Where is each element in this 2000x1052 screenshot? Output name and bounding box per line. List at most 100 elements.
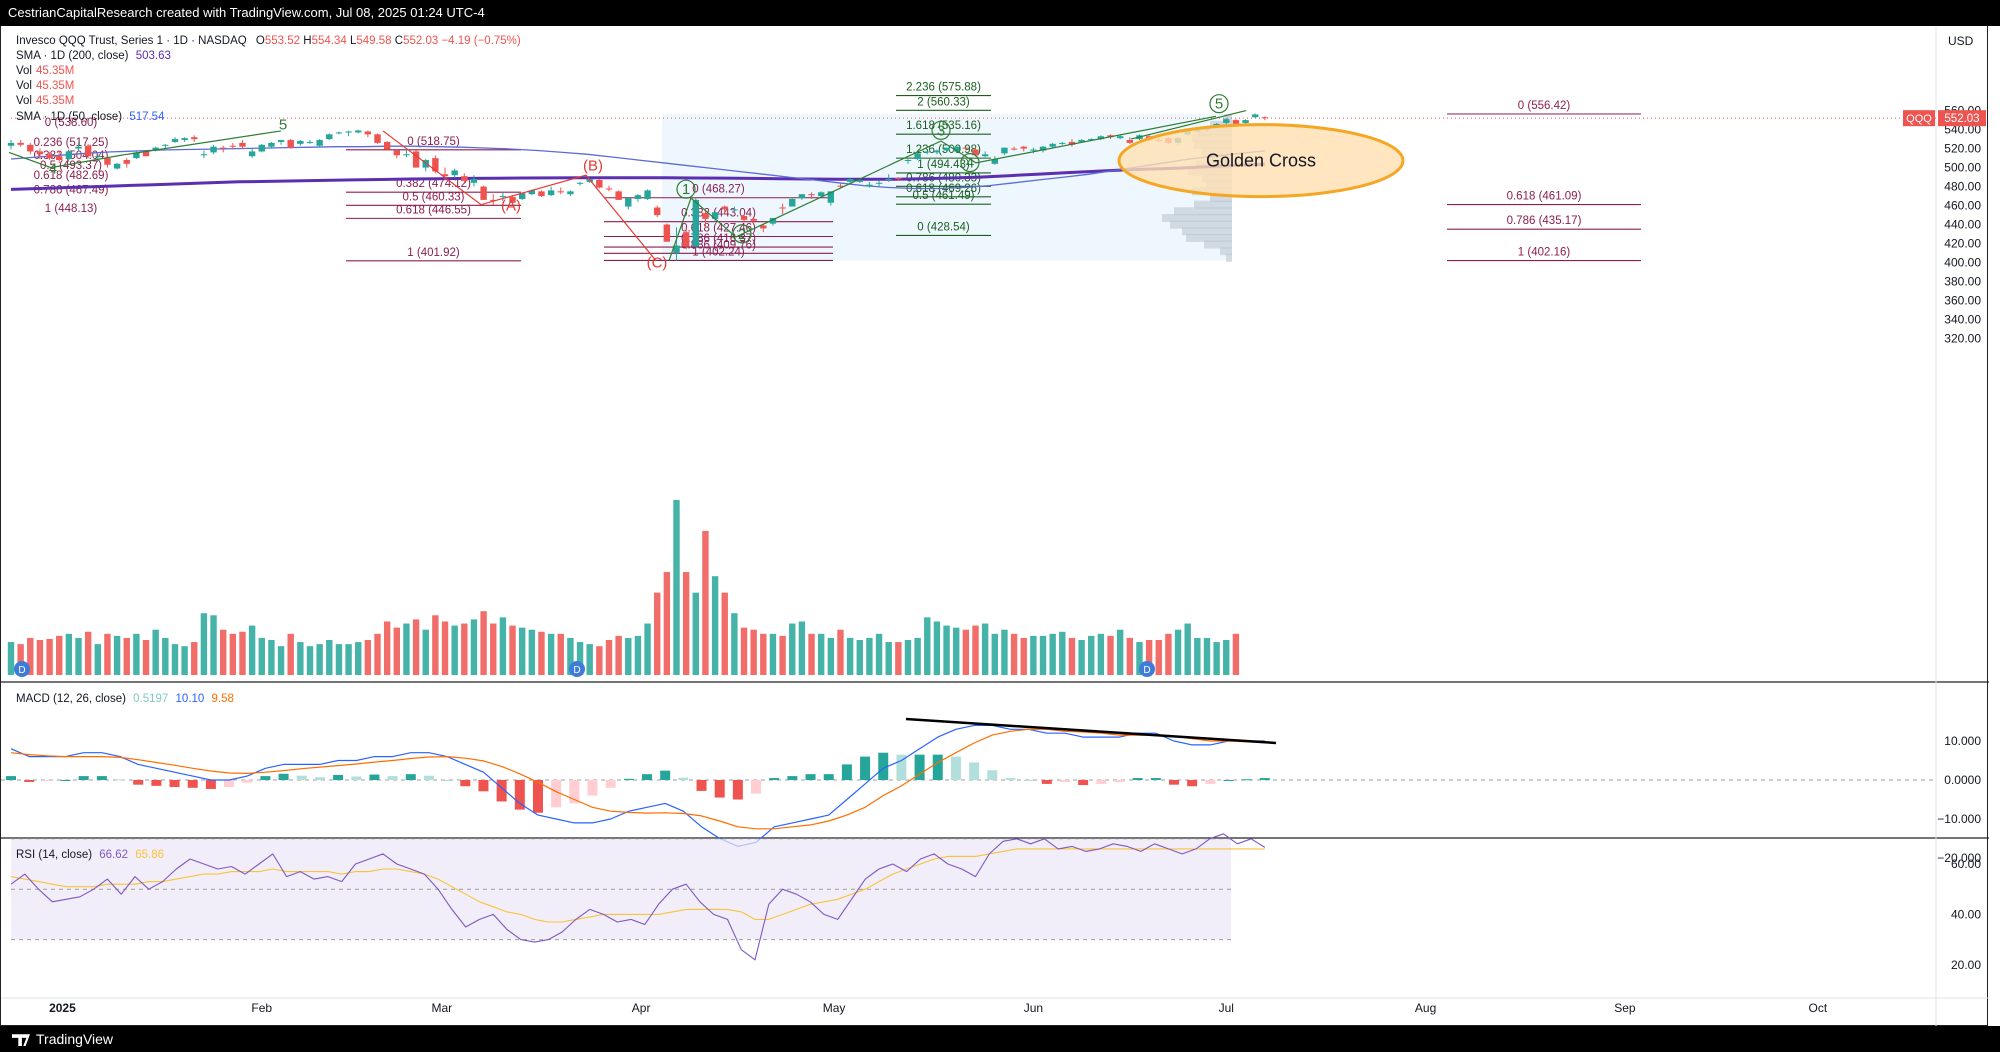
- volume-bar: [1145, 640, 1153, 675]
- sma50-legend[interactable]: SMA · 1D (50, close) 517.54: [16, 111, 164, 123]
- rsi-value: 66.62: [99, 849, 129, 861]
- chart-canvas[interactable]: 0 (538.60)0.236 (517.25)0.382 (504.04)0.…: [1, 26, 1989, 1026]
- symbol-legend[interactable]: Invesco QQQ Trust, Series 1 · 1D · NASDA…: [16, 35, 521, 47]
- time-tick-label: Jun: [1024, 1001, 1043, 1015]
- rsi-tick-label: 20.00: [1951, 958, 1981, 972]
- volume-bar: [326, 640, 333, 675]
- golden-cross-ellipse: [1117, 123, 1405, 199]
- volume-bar: [1010, 633, 1018, 675]
- macd-histogram-bar: [732, 780, 743, 800]
- candle-body: [943, 147, 950, 151]
- volume-bar: [152, 629, 159, 675]
- volume-bar: [567, 637, 574, 675]
- candle-body: [615, 191, 622, 200]
- candle-body: [711, 212, 719, 219]
- candle-body: [769, 217, 777, 224]
- wave-label: 4: [966, 155, 974, 172]
- macd-histogram-bar: [205, 780, 216, 789]
- macd-histogram-bar: [369, 774, 380, 780]
- volume-bar: [625, 637, 632, 675]
- macd-histogram-bar: [678, 777, 689, 780]
- volume-bar: [904, 640, 912, 675]
- time-tick-label: Apr: [632, 1001, 651, 1015]
- macd-histogram-bar: [1041, 780, 1052, 784]
- volume-bar: [962, 629, 970, 675]
- rsi-pane[interactable]: 20.00 40.00 60.00: [10, 833, 1981, 972]
- volume-bar: [297, 642, 304, 675]
- candle-body: [104, 158, 111, 165]
- macd-histogram-bar: [860, 756, 871, 780]
- dividend-marker-icon: [569, 661, 585, 677]
- vol-legend-3[interactable]: Vol 45.35M: [16, 95, 74, 107]
- volume-bar: [1088, 635, 1095, 675]
- ohlc-close-key: C: [394, 35, 404, 47]
- candle-body: [1078, 140, 1085, 142]
- rsi-legend[interactable]: RSI (14, close) 66.62 65.86: [16, 849, 164, 861]
- sma50-line: [10, 145, 1265, 190]
- volume-bar: [374, 633, 381, 675]
- candle-body: [779, 207, 786, 209]
- candle-body: [605, 188, 613, 190]
- macd-label: MACD (12, 26, close): [16, 693, 126, 705]
- macd-histogram-bar: [351, 776, 362, 780]
- chart-credit-bar: CestrianCapitalResearch created with Tra…: [0, 0, 2000, 26]
- macd-histogram-bar: [1023, 780, 1034, 781]
- macd-histogram-bar: [514, 780, 525, 810]
- macd-histogram-bar: [950, 756, 961, 780]
- candle-body: [885, 178, 892, 180]
- macd-histogram-bar: [260, 776, 271, 780]
- candle-body: [875, 182, 883, 184]
- candle-body: [933, 150, 941, 153]
- vol-label: Vol: [16, 80, 32, 92]
- wave-label: (B): [583, 157, 603, 174]
- volume-bar: [682, 572, 690, 675]
- wave-label: 3: [937, 122, 945, 139]
- volume-bar: [162, 637, 169, 675]
- macd-pane[interactable]: −20.000 −10.000 0.0000 10.000: [1, 717, 1981, 865]
- sma200-legend[interactable]: SMA · 1D (200, close) 503.63: [16, 50, 171, 62]
- time-tick-label: 2025: [49, 1001, 76, 1015]
- ohlc-close: 552.03: [403, 35, 439, 47]
- price-tick-label: 480.00: [1944, 180, 1981, 194]
- volume-bar: [644, 623, 651, 675]
- candle-body: [210, 146, 217, 153]
- volume-bar: [750, 629, 757, 675]
- macd-hist-value: 0.5197: [133, 693, 169, 705]
- volume-bar: [441, 621, 449, 675]
- macd-histogram-bar: [623, 778, 634, 780]
- volume-profile-bar: [1186, 233, 1232, 242]
- rsi-tick-label: 40.00: [1951, 907, 1981, 921]
- candles[interactable]: [7, 113, 1936, 261]
- vol-legend-2[interactable]: Vol 45.35M: [16, 80, 74, 92]
- macd-legend[interactable]: MACD (12, 26, close) 0.5197 10.10 9.58: [16, 693, 234, 705]
- ohlc-low-key: L: [349, 35, 357, 47]
- ohlc-high: 554.34: [311, 35, 347, 47]
- golden-cross-label: Golden Cross: [1206, 151, 1316, 171]
- candle-body: [499, 196, 507, 198]
- volume-profile-bar: [1162, 213, 1232, 222]
- macd-tick-label: −20.000: [1937, 851, 1981, 865]
- volume-bar: [470, 619, 478, 675]
- macd-histogram-bar: [42, 780, 53, 781]
- candle-body: [239, 142, 246, 147]
- volume-bar: [142, 640, 150, 675]
- macd-histogram-bar: [642, 774, 653, 780]
- volume-bar: [335, 644, 343, 675]
- volume-bar: [885, 642, 892, 675]
- volume-bar: [1194, 637, 1201, 675]
- vol-legend-1[interactable]: Vol 45.35M: [16, 65, 74, 77]
- volume-bar: [306, 646, 314, 675]
- sma50-label: SMA · 1D (50, close): [16, 111, 123, 123]
- volume-bar: [1223, 640, 1230, 675]
- volume-bar: [769, 633, 777, 675]
- volume-bar: [268, 640, 275, 675]
- macd-histogram-bar: [1241, 779, 1252, 781]
- ohlc-high-key: H: [303, 35, 312, 47]
- volume-profile-bar: [1210, 193, 1232, 202]
- sma50-value: 517.54: [129, 111, 165, 123]
- fib-label: 0.618 (482.69): [34, 170, 109, 182]
- volume-bar: [866, 637, 873, 675]
- candle-body: [383, 141, 391, 150]
- price-tick-label: 460.00: [1944, 199, 1981, 213]
- volume-bar: [1174, 629, 1182, 675]
